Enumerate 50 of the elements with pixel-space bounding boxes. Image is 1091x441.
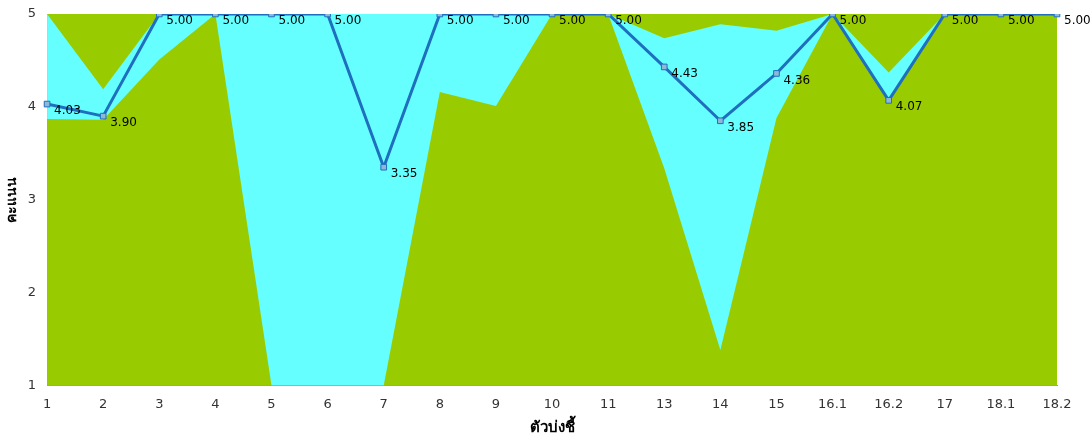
x-tick-label: 2 (99, 395, 108, 411)
y-tick-label: 3 (27, 191, 37, 207)
point (380, 163, 388, 171)
data-label: 5.00 (334, 13, 362, 28)
x-tick-label: 7 (379, 395, 388, 411)
x-tick-label: 11 (599, 395, 617, 411)
data-label: 5.00 (222, 13, 250, 28)
x-tick-label: 9 (491, 395, 501, 411)
x-tick-label: 5 (267, 395, 276, 411)
x-tick-label: 13 (655, 395, 673, 411)
y-axis-title: คะแนน (3, 176, 20, 223)
x-tick-label: 18.1 (986, 395, 1016, 411)
data-label: 5.00 (1064, 13, 1091, 28)
data-label: 5.00 (502, 13, 530, 28)
x-tick-label: 10 (543, 395, 561, 411)
x-tick-label: 8 (435, 395, 444, 411)
point (773, 70, 780, 77)
y-tick-label: 2 (27, 283, 37, 299)
x-tick-label: 6 (323, 395, 332, 411)
x-axis-title: ตัวบ่งชี้ (529, 414, 576, 436)
data-label: 5.00 (951, 13, 979, 28)
y-tick-label: 1 (27, 376, 37, 392)
data-label: 5.00 (559, 13, 586, 28)
data-label: 5.00 (1007, 13, 1035, 28)
y-tick-label: 4 (27, 98, 37, 114)
data-label: 3.90 (110, 115, 137, 130)
data-label: 4.43 (671, 66, 698, 81)
point (717, 117, 724, 125)
point (43, 100, 51, 108)
point (885, 97, 893, 104)
data-label: 4.07 (895, 99, 923, 114)
x-tick-label: 1 (42, 395, 52, 411)
x-tick-label: 16.1 (818, 395, 848, 411)
x-tick-label: 14 (712, 395, 729, 411)
x-tick-label: 18.2 (1042, 395, 1072, 411)
data-label: 5.00 (446, 13, 474, 28)
point (660, 63, 668, 71)
y-tick-label: 5 (27, 5, 37, 21)
point (99, 112, 107, 120)
data-label: 3.85 (727, 119, 755, 134)
x-tick-label: 3 (155, 395, 164, 411)
x-tick-label: 16.2 (874, 395, 904, 411)
x-tick-label: 15 (768, 395, 785, 411)
data-label: 5.00 (278, 13, 306, 28)
x-tick-label: 4 (211, 395, 220, 411)
data-label: 5.00 (839, 13, 867, 28)
data-label: 3.35 (390, 166, 418, 181)
data-label: 5.00 (166, 13, 193, 28)
x-tick-label: 17 (936, 395, 954, 411)
data-label: 5.00 (615, 13, 642, 28)
